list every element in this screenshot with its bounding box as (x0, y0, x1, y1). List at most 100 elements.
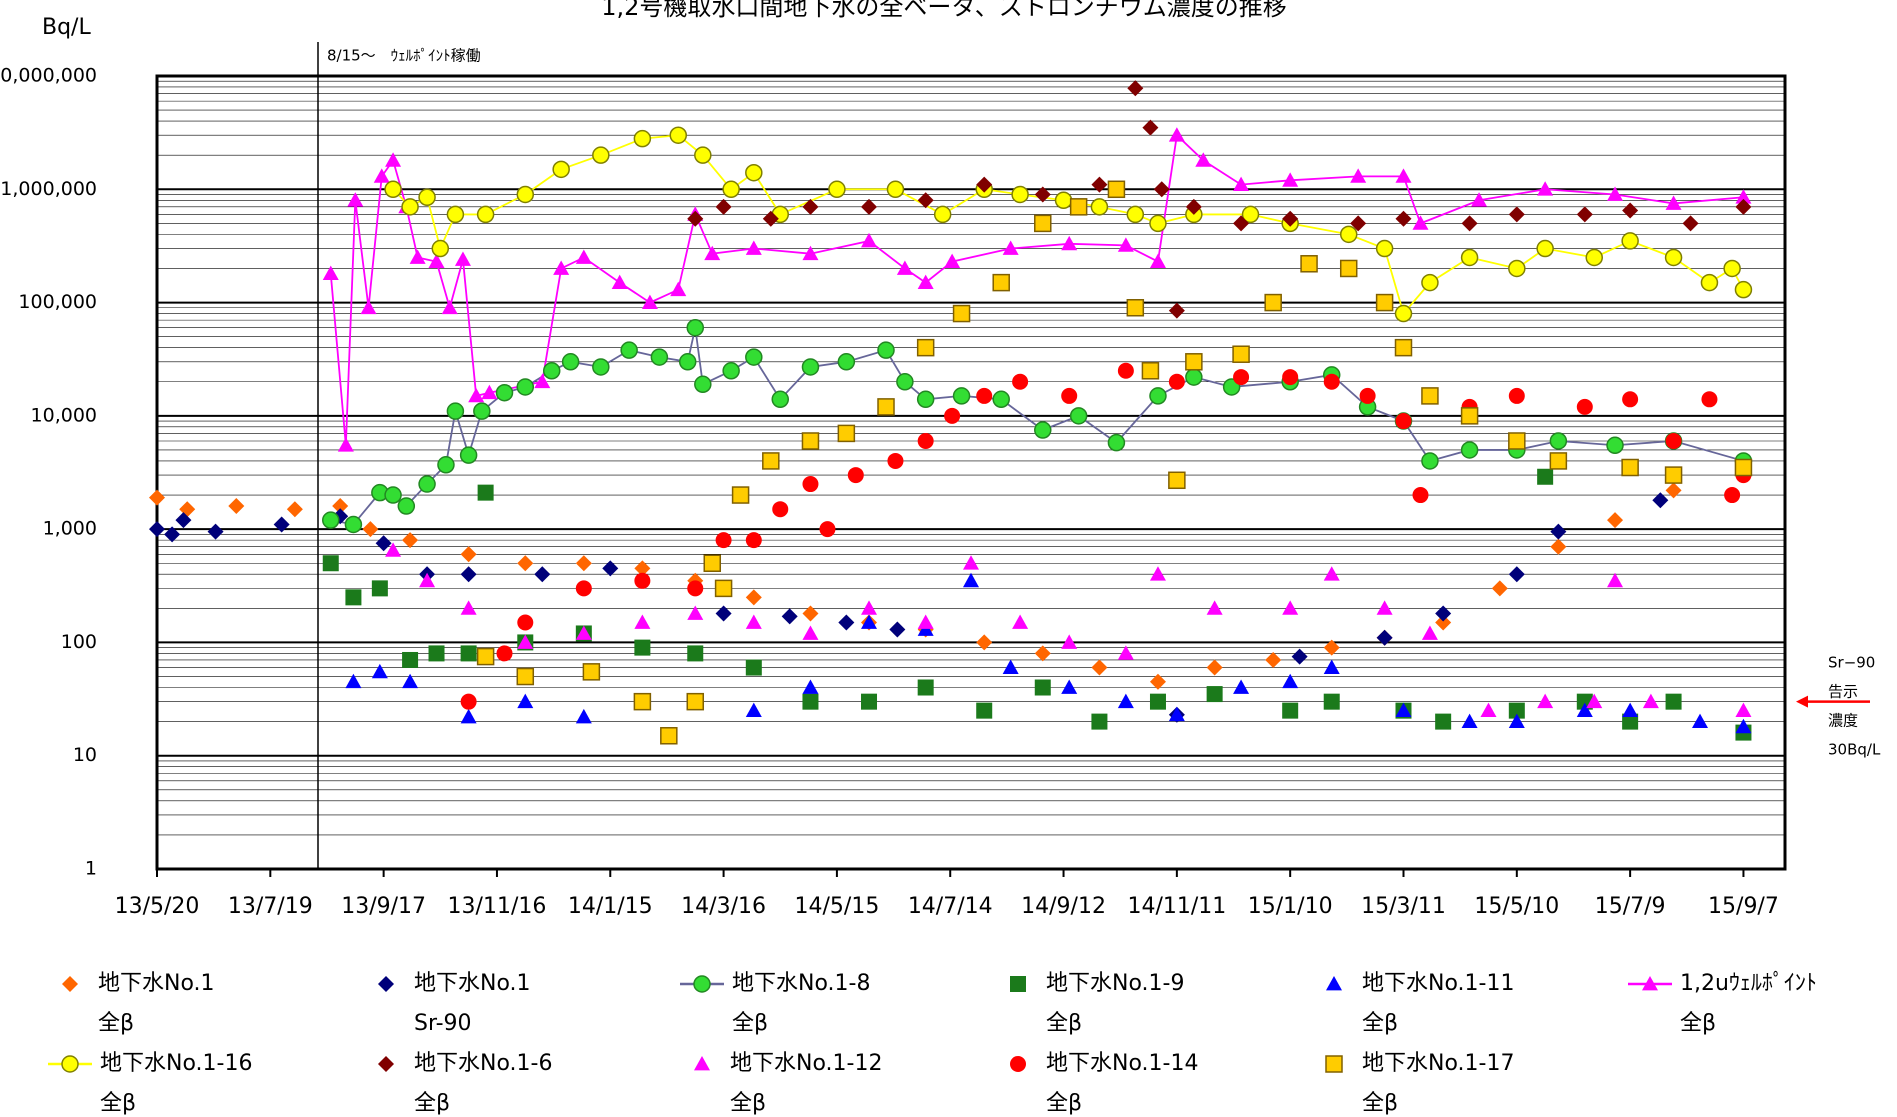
legend-label: Sr-90 (414, 1011, 472, 1036)
data-point (401, 198, 419, 216)
data-point (1350, 215, 1367, 232)
legend-marker (693, 975, 711, 993)
data-point (1149, 673, 1166, 690)
data-point (745, 659, 762, 676)
data-point (460, 693, 477, 710)
data-point (460, 566, 477, 583)
data-point (669, 126, 688, 144)
data-point (1233, 215, 1250, 232)
data-point (1168, 471, 1186, 490)
data-point (762, 452, 780, 470)
data-point (802, 679, 819, 694)
data-point (1508, 702, 1525, 719)
data-point (1665, 195, 1682, 210)
data-point (1460, 407, 1479, 425)
annotation-arrowhead (1796, 695, 1808, 708)
data-point (1735, 198, 1752, 215)
annotation: 8/15～ ｳｪﾙﾎﾟｲﾝﾄ稼働 (327, 47, 481, 65)
data-point (402, 532, 419, 549)
data-point (745, 702, 762, 718)
legend-label: 全β (414, 1091, 450, 1116)
data-point (944, 253, 961, 268)
data-point (592, 358, 610, 376)
data-point (641, 294, 658, 309)
data-point (1508, 206, 1525, 223)
legend-label: 地下水No.1-12 (730, 1051, 882, 1076)
data-point (446, 402, 465, 420)
y-tick-label: 10,000 (31, 404, 97, 426)
data-point (322, 555, 339, 572)
data-point (1241, 205, 1260, 224)
data-point (1034, 421, 1052, 439)
x-tick-label: 14/9/12 (1021, 894, 1106, 919)
data-point (575, 580, 592, 597)
data-point (1291, 648, 1308, 665)
legend-label: 全β (1362, 1091, 1398, 1116)
data-point (745, 532, 762, 549)
data-point (1642, 693, 1659, 709)
data-point (517, 693, 534, 709)
data-point (402, 673, 419, 689)
data-point (1621, 232, 1639, 250)
data-point (650, 348, 669, 366)
data-point (634, 614, 651, 629)
data-point (1576, 702, 1593, 718)
data-point (375, 535, 392, 552)
data-point (1222, 378, 1241, 396)
data-point (745, 163, 763, 182)
data-point (1376, 600, 1393, 615)
data-point (347, 192, 364, 207)
data-point (473, 402, 491, 420)
data-point (861, 198, 878, 215)
data-point (1435, 605, 1452, 622)
data-point (686, 318, 705, 337)
y-tick-label: 100 (61, 631, 97, 653)
data-point (634, 572, 651, 589)
data-point (1126, 299, 1145, 317)
data-point (670, 281, 687, 297)
data-point (896, 373, 914, 391)
data-point (992, 390, 1010, 409)
data-point (1622, 702, 1639, 718)
data-point (385, 152, 402, 167)
legend-marker (1010, 976, 1026, 992)
data-point (745, 240, 762, 255)
data-point (1011, 185, 1029, 204)
data-point (889, 621, 906, 638)
data-point (1435, 713, 1452, 730)
legend-label: 全β (1046, 1011, 1082, 1036)
data-point (1607, 572, 1624, 588)
data-point (345, 673, 362, 689)
annotation: Sr−90 (1828, 654, 1875, 672)
data-point (384, 486, 402, 504)
data-point (1117, 693, 1134, 709)
x-tick-label: 14/1/15 (568, 894, 653, 919)
legend-label: 地下水No.1-9 (1046, 971, 1184, 996)
data-point (1461, 215, 1478, 232)
data-point (745, 614, 762, 629)
legend-marker (378, 976, 394, 992)
data-point (1395, 168, 1412, 183)
data-point (273, 516, 290, 533)
data-point (1061, 387, 1078, 404)
data-point (1508, 566, 1525, 583)
data-point (1621, 458, 1639, 477)
data-point (1480, 702, 1497, 718)
legend-marker (378, 1056, 394, 1072)
data-point (476, 647, 495, 666)
data-point (886, 180, 905, 199)
data-point (1461, 713, 1478, 729)
legend-label: 全β (1362, 1011, 1398, 1036)
data-point (1471, 192, 1488, 207)
data-point (1012, 614, 1029, 629)
data-point (286, 501, 303, 518)
x-tick-label: 13/5/20 (115, 894, 200, 919)
data-point (1508, 432, 1526, 450)
data-point (1185, 198, 1202, 215)
data-point (1375, 239, 1394, 258)
legend-label: 全β (730, 1091, 766, 1116)
data-point (164, 526, 181, 543)
data-point (1622, 391, 1639, 408)
data-point (634, 639, 651, 656)
x-tick-label: 15/1/10 (1248, 894, 1333, 919)
